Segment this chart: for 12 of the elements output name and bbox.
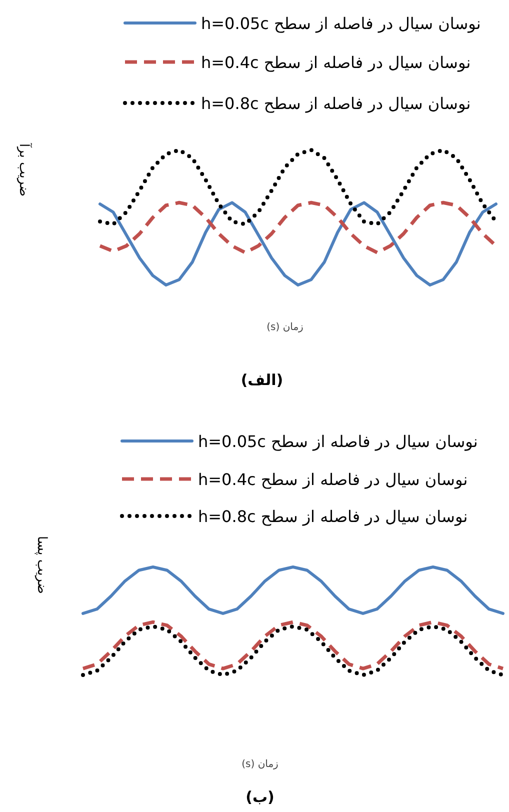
- legend-label: نوسان سیال در فاصله از سطح h=0.4c: [201, 53, 471, 72]
- y-axis-title: ضریب برآ: [16, 142, 33, 197]
- text: (الف): [240, 371, 284, 389]
- x-axis-title: زمان (s): [266, 322, 304, 333]
- legend-label: نوسان سیال در فاصله از سطح h=0.05c: [198, 432, 478, 451]
- legend-label: نوسان سیال در فاصله از سطح h=0.8c: [201, 94, 471, 113]
- x-axis-title: زمان (s): [242, 759, 279, 770]
- legend-label: نوسان سیال در فاصله از سطح h=0.8c: [198, 507, 468, 526]
- legend-label: نوسان سیال در فاصله از سطح h=0.05c: [201, 14, 481, 33]
- legend-label: نوسان سیال در فاصله از سطح h=0.4c: [198, 470, 468, 489]
- text: (ب): [246, 788, 274, 806]
- y-axis-title: ضریب پسا: [34, 536, 49, 594]
